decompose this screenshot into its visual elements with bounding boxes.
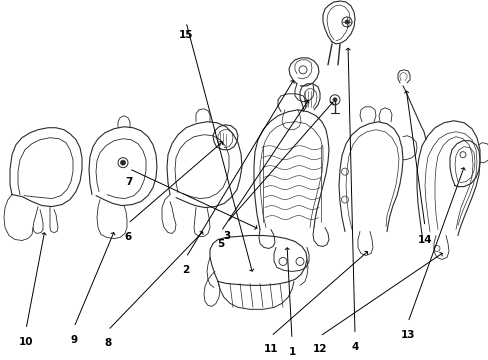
Text: 2: 2 [182,265,189,275]
Text: 15: 15 [179,30,193,40]
Text: 10: 10 [19,337,33,347]
Text: 4: 4 [350,342,358,352]
Text: 6: 6 [124,231,131,242]
Circle shape [120,160,125,165]
Text: 7: 7 [125,177,132,186]
Circle shape [345,20,348,24]
Text: 13: 13 [400,330,414,340]
Text: 14: 14 [417,234,431,244]
Text: 12: 12 [312,344,326,354]
Circle shape [332,98,336,102]
Text: 5: 5 [217,239,224,249]
Text: 11: 11 [263,344,278,354]
Text: 8: 8 [104,338,111,348]
Text: 3: 3 [223,230,230,240]
Text: 1: 1 [288,347,295,357]
Text: 9: 9 [70,335,78,345]
